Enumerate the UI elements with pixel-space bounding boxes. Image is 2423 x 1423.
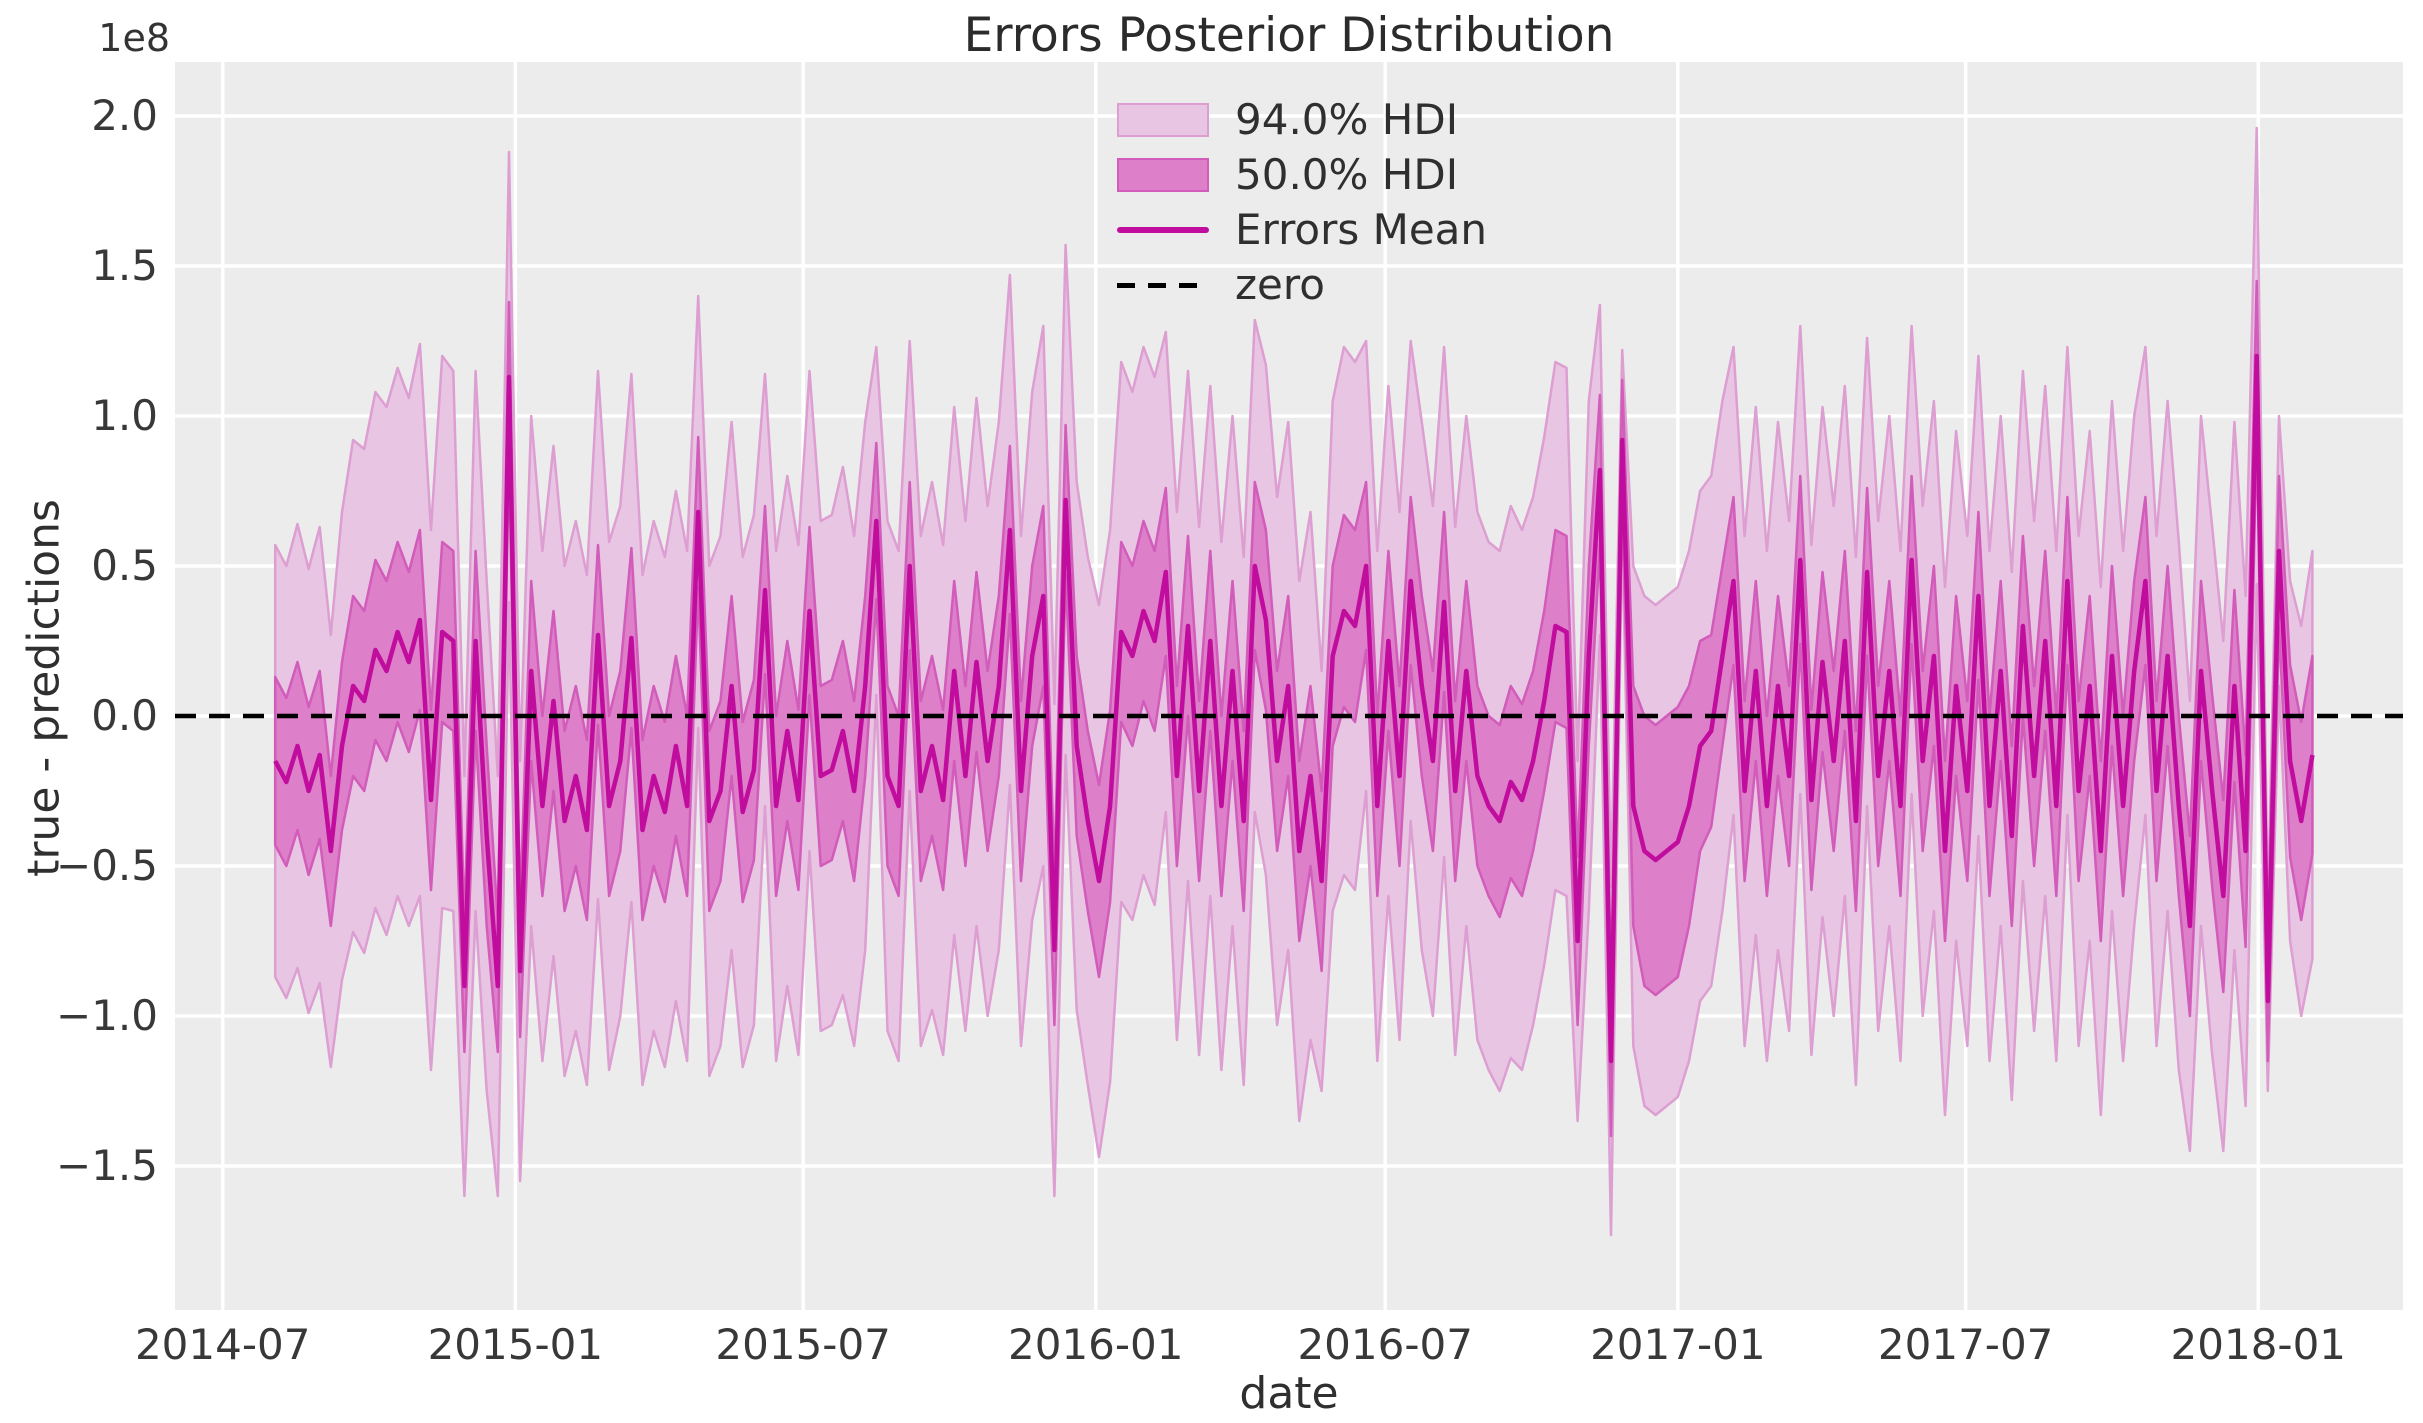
legend-row-mean: Errors Mean	[1117, 208, 1487, 252]
legend: 94.0% HDI 50.0% HDI Errors Mean zero	[1117, 98, 1487, 318]
legend-label-mean: Errors Mean	[1235, 205, 1488, 254]
y-tick-label: 0.5	[91, 541, 158, 590]
legend-row-hdi50: 50.0% HDI	[1117, 153, 1487, 197]
legend-label-hdi50: 50.0% HDI	[1235, 150, 1459, 199]
x-tick-label: 2016-07	[1297, 1320, 1473, 1369]
y-tick-label: 1.0	[91, 391, 158, 440]
y-tick-label: 0.0	[91, 691, 158, 740]
hdi50-band	[273, 279, 2314, 1138]
mean-line-icon	[1117, 227, 1209, 233]
legend-label-zero: zero	[1235, 260, 1325, 309]
x-tick-label: 2018-01	[2170, 1320, 2347, 1369]
y-tick-label: −1.5	[56, 1141, 158, 1190]
x-tick-label: 2014-07	[134, 1320, 311, 1369]
x-tick-label: 2017-01	[1590, 1320, 1766, 1369]
legend-row-zero: zero	[1117, 263, 1487, 307]
legend-label-hdi94: 94.0% HDI	[1235, 95, 1459, 144]
hdi50-patch-icon	[1117, 158, 1209, 192]
chart-title: Errors Posterior Distribution	[963, 8, 1615, 63]
hdi94-patch-icon	[1117, 103, 1209, 137]
y-axis-offset-text: 1e8	[98, 16, 170, 60]
x-tick-label: 2015-07	[715, 1320, 891, 1369]
x-tick-label: 2017-07	[1877, 1320, 2054, 1369]
y-tick-label: −1.0	[56, 991, 158, 1040]
errors-mean-line	[273, 353, 2315, 1064]
zero-dashed-line-icon	[1117, 282, 1209, 288]
y-tick-label: 1.5	[91, 241, 158, 290]
x-tick-label: 2015-01	[427, 1320, 604, 1369]
x-tick-label: 2016-01	[1008, 1320, 1184, 1369]
y-tick-label: −0.5	[56, 841, 158, 890]
y-tick-label: 2.0	[91, 91, 158, 140]
legend-row-hdi94: 94.0% HDI	[1117, 98, 1487, 142]
x-axis-label: date	[1239, 1368, 1339, 1419]
